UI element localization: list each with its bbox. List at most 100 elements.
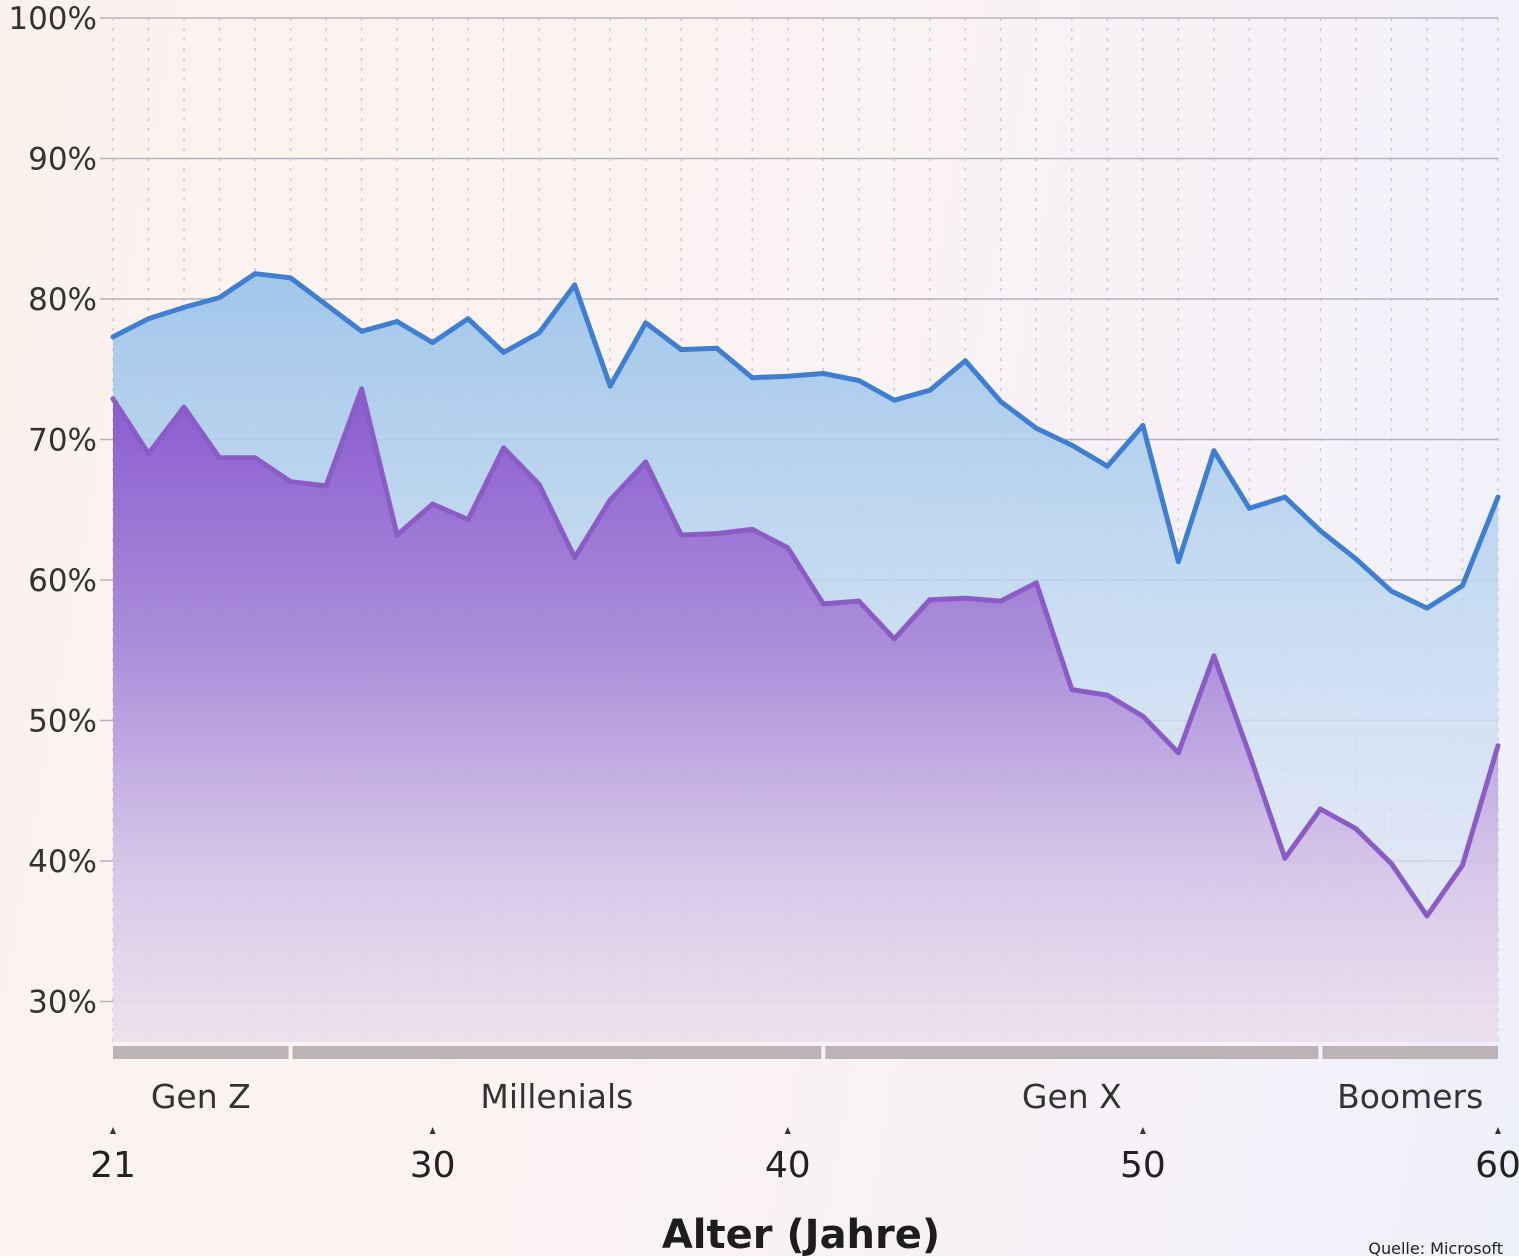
data-point [1318,806,1323,812]
y-tick-label: 30% [28,985,97,1021]
data-point [891,636,897,642]
data-point [1033,425,1039,431]
data-point [998,399,1004,404]
data-point [1282,855,1288,861]
data-point [1104,692,1110,698]
data-point [927,597,933,603]
data-point [430,340,436,345]
x-tick-label: 21 [90,1145,136,1186]
data-point [1069,442,1075,448]
data-point [749,375,755,381]
data-point [856,378,862,383]
data-point [110,396,116,402]
data-point [927,387,933,393]
data-point [110,334,116,340]
y-tick-label: 90% [28,142,97,178]
data-point [252,271,258,277]
data-point [820,371,826,376]
x-tick-label: 60 [1475,1145,1519,1186]
data-point [217,455,222,461]
series-area-1 [113,388,1498,1042]
data-point [323,302,329,308]
data-point [1495,743,1501,749]
y-tick-label: 100% [8,1,97,37]
data-point [288,275,293,281]
data-point [572,282,578,288]
data-point [643,320,649,326]
data-point [1353,556,1359,562]
x-tick-marker [784,1127,791,1134]
data-point [1211,448,1217,454]
data-point [1389,861,1394,867]
generation-label: Gen Z [151,1077,251,1116]
generation-bar [825,1046,1319,1059]
data-point [1282,494,1288,500]
data-point [1069,687,1075,692]
data-point [146,451,151,456]
y-tick-label: 70% [28,423,97,459]
data-point [465,316,471,322]
generation-bar [1322,1046,1498,1059]
data-point [1175,559,1181,565]
data-point [181,404,187,410]
data-point [536,482,542,487]
data-point [430,501,436,507]
x-tick-label: 30 [410,1145,456,1186]
data-point [891,397,897,403]
generation-label: Millenials [480,1077,633,1116]
data-point [394,319,400,324]
generation-label: Gen X [1022,1077,1122,1116]
data-point [465,517,471,522]
data-point [962,595,968,601]
data-point [1460,862,1465,868]
data-point [1424,913,1430,919]
data-point [323,483,329,489]
data-point [1424,605,1430,611]
generation-bar [292,1046,822,1059]
y-tick-label: 80% [28,282,97,318]
x-tick-marker [110,1127,116,1134]
data-point [714,531,720,537]
data-point [785,545,791,551]
x-tick-label: 50 [1120,1145,1166,1186]
data-point [1140,713,1146,719]
data-point [181,305,187,310]
data-point [1460,583,1465,589]
generation-label: Boomers [1337,1077,1483,1116]
data-point [1247,751,1252,757]
data-point [749,527,755,532]
source-note: Quelle: Microsoft [1368,1239,1503,1256]
data-point [1140,423,1146,428]
data-point [359,386,364,392]
data-point [1175,750,1181,756]
data-point [607,497,613,503]
data-point [536,330,542,336]
data-point [643,459,649,465]
x-tick-marker [1139,1127,1146,1134]
x-tick-marker [1495,1127,1501,1134]
data-point [252,455,258,461]
data-point [1318,528,1323,534]
data-point [1495,494,1501,500]
data-point [146,316,151,322]
data-point [501,445,507,451]
data-point [856,598,862,604]
series-line-0 [110,271,1501,611]
data-point [1389,588,1394,594]
data-point [998,598,1004,604]
data-point [1353,826,1359,832]
data-point [785,373,791,379]
data-point [501,349,507,355]
data-point [288,479,293,485]
data-point [678,347,684,352]
series-line-1 [110,386,1501,919]
data-point [714,345,720,351]
data-point [820,601,826,607]
data-point [607,383,613,389]
y-tick-label: 60% [28,563,97,599]
y-tick-label: 50% [28,704,97,740]
y-tick-label: 40% [28,844,97,880]
data-point [359,328,364,334]
